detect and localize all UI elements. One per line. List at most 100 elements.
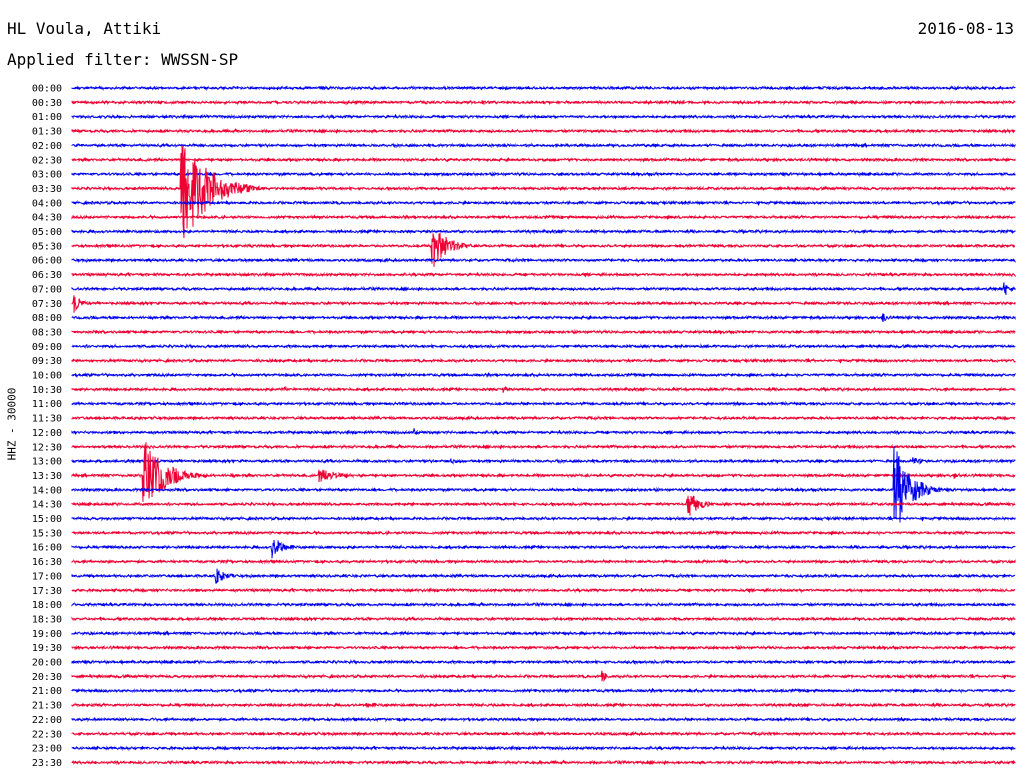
trace-line [71,328,1016,336]
trace-line [71,670,1016,683]
time-tick-label: 10:30 [32,385,62,396]
trace-line [71,199,1016,206]
trace-line [71,644,1016,651]
trace-line [71,313,1016,322]
trace-line [71,127,1016,135]
time-tick-label: 13:00 [32,457,62,468]
time-tick-label: 21:30 [32,701,62,712]
time-tick-label: 18:30 [32,614,62,625]
time-tick-label: 22:00 [32,715,62,726]
filter-label: Applied filter: WWSSN-SP [7,50,239,69]
time-tick-label: 17:30 [32,586,62,597]
time-tick-label: 07:00 [32,284,62,295]
trace-line [71,385,1016,393]
time-tick-label: 23:00 [32,744,62,755]
time-tick-label: 11:30 [32,414,62,425]
time-tick-label: 06:30 [32,270,62,281]
time-tick-label: 12:00 [32,428,62,439]
trace-line [71,428,1016,436]
trace-line [71,687,1016,694]
time-tick-label: 21:00 [32,686,62,697]
time-tick-label: 11:00 [32,399,62,410]
time-tick-label: 09:30 [32,356,62,367]
trace-line [71,343,1016,350]
time-tick-label: 13:30 [32,471,62,482]
time-tick-label: 05:00 [32,227,62,238]
trace-line [71,228,1016,235]
trace-line [71,400,1016,407]
trace-line [71,702,1016,709]
time-tick-label: 18:00 [32,600,62,611]
time-tick-label: 01:00 [32,112,62,123]
trace-line [71,587,1015,594]
trace-line [71,232,1015,267]
time-tick-label: 08:30 [32,327,62,338]
trace-line [71,371,1016,379]
time-tick-label: 20:30 [32,672,62,683]
trace-line [71,142,1016,149]
time-tick-label: 02:00 [32,141,62,152]
trace-line [71,568,1016,584]
time-tick-label: 03:30 [32,184,62,195]
time-tick-label: 00:30 [32,98,62,109]
station-title: HL Voula, Attiki [7,19,162,38]
time-tick-label: 04:00 [32,198,62,209]
time-tick-label: 14:00 [32,485,62,496]
trace-line [71,716,1016,723]
time-tick-label: 05:30 [32,241,62,252]
time-tick-label: 07:30 [32,299,62,310]
time-tick-label: 10:00 [32,371,62,382]
trace-line [71,443,1016,450]
time-tick-label: 16:00 [32,543,62,554]
time-tick-label: 16:30 [32,557,62,568]
time-tick-label: 08:00 [32,313,62,324]
trace-line [71,271,1016,278]
time-tick-label: 06:00 [32,256,62,267]
trace-line [71,446,1016,523]
trace-line [71,515,1016,522]
trace-line [71,84,1016,92]
trace-line [71,730,1016,737]
trace-line [71,529,1016,536]
trace-line [71,457,1016,465]
time-tick-label: 01:30 [32,127,62,138]
trace-line [71,99,1016,106]
trace-line [71,495,1016,516]
time-tick-label: 04:30 [32,213,62,224]
trace-line [71,171,1016,178]
time-tick-label: 22:30 [32,729,62,740]
time-tick-label: 17:00 [32,571,62,582]
trace-line [71,615,1016,623]
time-tick-label: 19:00 [32,629,62,640]
time-tick-label: 19:30 [32,643,62,654]
time-tick-label: 03:00 [32,170,62,181]
trace-line [71,414,1016,422]
trace-line [71,295,1016,313]
time-tick-label: 20:00 [32,658,62,669]
time-tick-label: 12:30 [32,442,62,453]
trace-line [71,257,1016,264]
trace-line [71,658,1016,666]
time-tick-label: 23:30 [32,758,62,769]
time-tick-label: 02:30 [32,155,62,166]
trace-line [71,539,1016,559]
trace-line [71,442,1016,502]
trace-line [71,282,1016,295]
time-tick-label: 15:00 [32,514,62,525]
time-tick-label: 15:30 [32,528,62,539]
trace-line [71,744,1016,752]
trace-line [71,357,1016,364]
time-tick-label: 09:00 [32,342,62,353]
trace-line [71,113,1016,120]
trace-line [71,558,1016,565]
trace-line [71,601,1016,608]
trace-line [71,214,1016,221]
trace-line [71,759,1016,766]
trace-line [71,156,1016,163]
time-tick-label: 14:30 [32,500,62,511]
trace-line [71,144,1016,239]
date-label: 2016-08-13 [917,19,1014,38]
time-tick-label: 00:00 [32,84,62,95]
trace-line [71,630,1016,637]
